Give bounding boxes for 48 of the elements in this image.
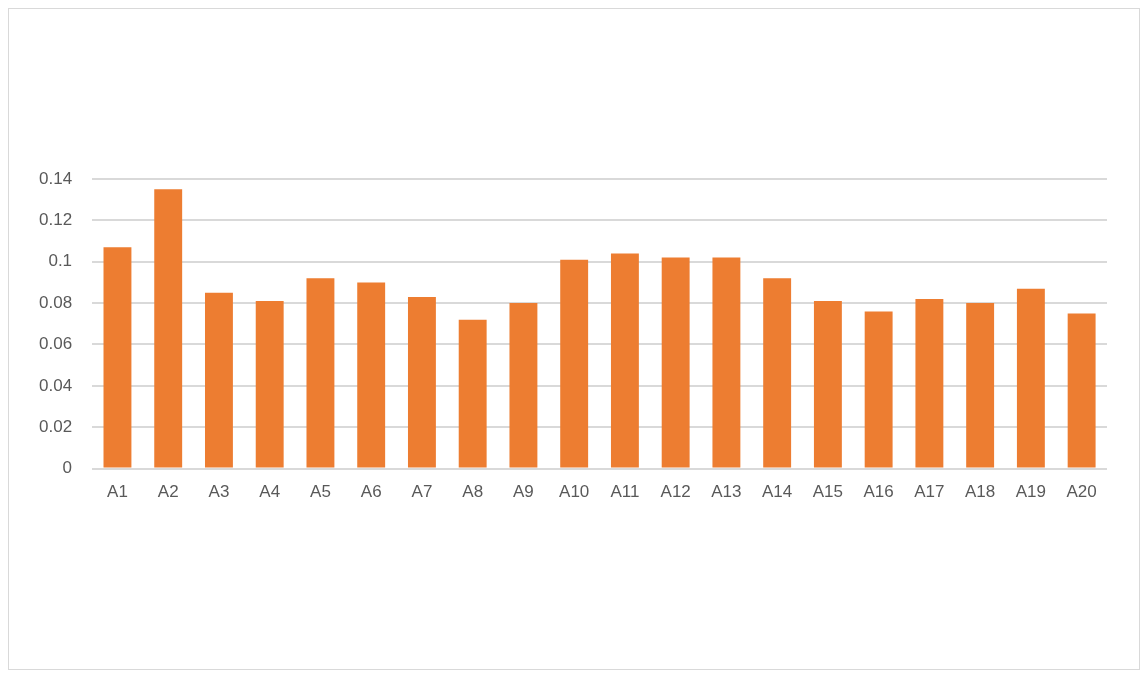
x-tick-label: A8 [462,482,484,502]
y-tick-label: 0.02 [38,416,73,436]
x-tick-label: A9 [513,482,534,502]
x-tick-label: A7 [411,482,433,502]
x-tick-label: A2 [157,482,179,502]
x-tick-label: A1 [107,482,128,502]
y-tick-label: 0.14 [38,168,73,188]
bar [306,278,335,468]
x-tick-label: A20 [1066,482,1097,502]
x-tick-label: A5 [310,482,331,502]
bar [205,292,233,468]
x-tick-label: A11 [610,482,640,502]
x-tick-label: A13 [711,482,742,502]
bar [154,189,183,468]
x-tick-label: A10 [559,482,590,502]
y-tick-label: 0.04 [38,375,73,395]
bar [966,303,995,468]
bar [712,257,741,468]
bar [560,259,589,468]
bar [864,311,893,468]
x-tick-label: A12 [660,482,691,502]
bar [1016,288,1045,468]
bar [610,253,639,468]
bar [661,257,690,468]
x-tick-label: A16 [863,482,894,502]
y-tick-label: 0.12 [38,210,73,230]
x-tick-label: A3 [208,482,230,502]
x-tick-label: A18 [965,482,996,502]
bar [915,298,944,468]
x-tick-label: A6 [360,482,382,502]
bar [103,247,132,468]
bar [763,278,792,468]
x-tick-label: A14 [762,482,793,502]
y-tick-label: 0.1 [48,251,73,271]
bar [458,319,487,468]
y-tick-label: 0.08 [38,292,73,312]
bar [357,282,386,468]
bar [813,301,842,468]
bar [255,301,284,468]
bar [1067,313,1096,468]
x-tick-label: A15 [812,482,844,502]
bar [407,296,436,468]
x-tick-label: A19 [1015,482,1047,502]
y-tick-label: 0.06 [38,334,73,354]
x-tick-label: A4 [259,482,281,502]
y-tick-label: 0 [62,458,73,478]
bar [509,303,538,468]
x-tick-label: A17 [914,482,945,502]
